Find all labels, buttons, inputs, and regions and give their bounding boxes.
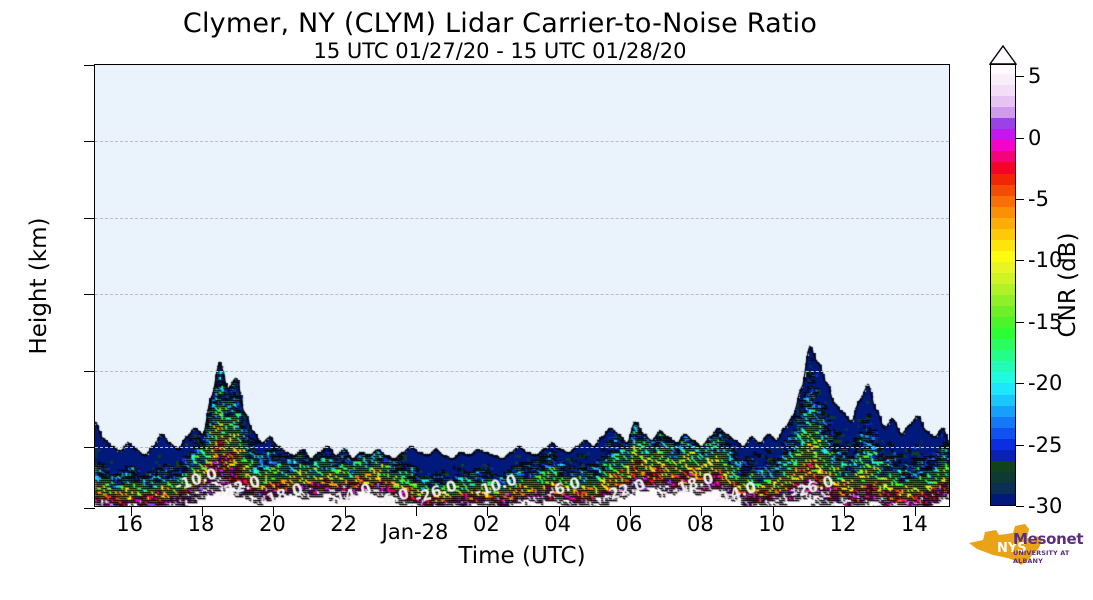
colorbar-gradient [990,64,1016,506]
colorbar-band [991,151,1015,163]
colorbar-tick [1016,199,1024,200]
colorbar-band [991,96,1015,108]
colorbar-band [991,328,1015,340]
colorbar-band [991,250,1015,262]
colorbar-band [991,493,1015,505]
x-axis-tick-label: 06 [616,512,643,536]
colorbar-band [991,383,1015,395]
x-axis-tick-label: 16 [116,512,143,536]
colorbar-band [991,85,1015,97]
colorbar-band [991,283,1015,295]
colorbar-band [991,405,1015,417]
colorbar-band [991,129,1015,141]
colorbar-tick [1016,138,1024,139]
colorbar-tick [1016,383,1024,384]
x-axis-tick-label: 10 [758,512,785,536]
x-axis-tick-label: 18 [188,512,215,536]
colorbar-band [991,261,1015,273]
page-title: Clymer, NY (CLYM) Lidar Carrier-to-Noise… [0,8,1000,39]
x-axis-tick-label: 12 [830,512,857,536]
colorbar-band [991,339,1015,351]
colorbar-band [991,272,1015,284]
colorbar-band [991,317,1015,329]
colorbar-band [991,482,1015,494]
colorbar-tick-label: 5 [1028,64,1041,88]
gridline [95,141,949,142]
colorbar: 50-5-10-15-20-25-30 [990,64,1016,506]
x-axis-tick-label: 20 [259,512,286,536]
colorbar-band [991,394,1015,406]
colorbar-band [991,118,1015,130]
gridline [95,294,949,295]
cnr-contour-field [95,65,949,506]
colorbar-band [991,427,1015,439]
colorbar-band [991,73,1015,85]
gridline [95,371,949,372]
colorbar-tick [1016,260,1024,261]
colorbar-band [991,184,1015,196]
logo-university-text: UNIVERSITY AT ALBANY [1013,549,1093,565]
x-axis-tick-label: 04 [544,512,571,536]
plot-area: Height (km) [94,64,950,507]
colorbar-band [991,228,1015,240]
colorbar-tick [1016,322,1024,323]
colorbar-band [991,471,1015,483]
x-axis-label: Time (UTC) [94,543,950,569]
y-axis-tick [84,141,95,142]
colorbar-band [991,64,1015,74]
y-axis-tick [84,218,95,219]
colorbar-band [991,162,1015,174]
plot-clip [95,65,949,506]
y-axis-label: Height (km) [26,217,52,354]
y-axis-tick [84,447,95,448]
x-axis-tick-label: 14 [901,512,928,536]
colorbar-band [991,449,1015,461]
y-axis-tick [84,371,95,372]
colorbar-tick [1016,506,1024,507]
colorbar-band [991,361,1015,373]
x-axis-tick-label: Jan-28 [382,520,449,544]
colorbar-band [991,294,1015,306]
x-axis-tick-label: 22 [330,512,357,536]
colorbar-band [991,239,1015,251]
colorbar-band [991,217,1015,229]
x-axis-tick-label: 08 [687,512,714,536]
colorbar-band [991,206,1015,218]
colorbar-band [991,306,1015,318]
colorbar-band [991,107,1015,119]
colorbar-band [991,140,1015,152]
colorbar-tick-label: -25 [1028,433,1062,457]
colorbar-tick-label: -20 [1028,371,1062,395]
colorbar-tick [1016,445,1024,446]
colorbar-band [991,173,1015,185]
colorbar-band [991,438,1015,450]
colorbar-band [991,195,1015,207]
colorbar-band [991,416,1015,428]
colorbar-extend-arrow [989,45,1017,65]
colorbar-tick-label: -30 [1028,494,1062,518]
colorbar-band [991,350,1015,362]
colorbar-tick [1016,76,1024,77]
gridline [95,447,949,448]
x-axis-tick-label: 02 [473,512,500,536]
y-axis-tick [84,508,95,509]
colorbar-tick-label: 0 [1028,126,1041,150]
colorbar-band [991,372,1015,384]
logo-mesonet-text: Mesonet [1013,530,1093,548]
x-axis-tick [416,506,417,516]
colorbar-band [991,460,1015,472]
colorbar-tick-label: -5 [1028,187,1049,211]
logo-text-block: Mesonet UNIVERSITY AT ALBANY [1013,530,1093,565]
y-axis-tick [84,294,95,295]
gridline [95,218,949,219]
colorbar-label: CNR (dB) [1055,233,1081,338]
page-subtitle: 15 UTC 01/27/20 - 15 UTC 01/28/20 [0,39,1000,63]
y-axis-tick [84,65,95,66]
